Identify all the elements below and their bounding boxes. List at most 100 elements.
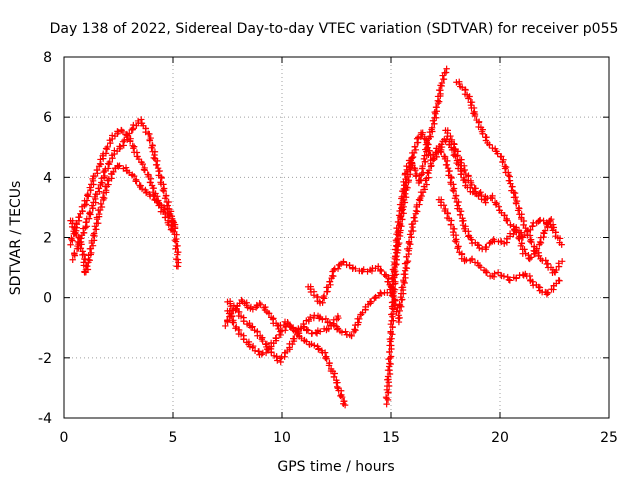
data-point <box>521 246 528 253</box>
data-point <box>405 238 413 245</box>
data-point <box>95 210 103 218</box>
data-point <box>400 203 407 211</box>
data-point <box>319 299 326 306</box>
data-point <box>459 217 466 225</box>
data-point <box>526 255 533 263</box>
data-point <box>324 288 331 295</box>
data-point <box>513 200 520 207</box>
data-point <box>389 310 397 318</box>
data-point <box>403 259 411 266</box>
data-point <box>431 120 438 128</box>
data-series <box>387 129 489 297</box>
data-point <box>396 239 403 247</box>
data-point <box>174 263 182 270</box>
data-point <box>276 355 284 362</box>
data-point <box>384 366 392 374</box>
data-point <box>311 342 318 349</box>
data-point <box>457 159 464 166</box>
data-point <box>391 253 399 260</box>
data-point <box>526 232 534 239</box>
data-point <box>422 141 430 148</box>
data-point <box>331 370 338 377</box>
y-tick-label: 0 <box>43 291 52 307</box>
data-point <box>158 174 165 182</box>
data-point <box>401 190 408 198</box>
data-series <box>442 127 565 263</box>
data-point <box>389 292 396 300</box>
data-point <box>457 208 465 215</box>
data-point <box>115 163 122 170</box>
data-point <box>133 178 140 185</box>
data-point <box>529 223 536 230</box>
data-point <box>104 143 111 151</box>
data-point <box>393 246 401 254</box>
data-point <box>75 214 82 221</box>
x-tick-label: 10 <box>273 430 291 446</box>
data-point <box>152 161 160 169</box>
data-point <box>355 319 362 326</box>
data-point <box>333 383 341 391</box>
data-point <box>422 136 430 143</box>
data-point <box>387 353 395 360</box>
data-point <box>558 258 566 265</box>
data-point <box>409 153 417 161</box>
data-point <box>282 327 289 334</box>
data-point <box>367 298 375 306</box>
data-point <box>494 150 501 157</box>
data-point <box>425 167 433 174</box>
data-point <box>71 249 78 257</box>
data-point <box>475 192 482 199</box>
data-point <box>88 202 96 209</box>
data-point <box>249 323 256 330</box>
x-tick-label: 5 <box>169 430 178 446</box>
data-point <box>348 332 355 340</box>
chart-title: Day 138 of 2022, Sidereal Day-to-day VTE… <box>50 21 619 37</box>
data-point <box>397 227 404 234</box>
data-point <box>150 192 157 199</box>
data-point <box>161 195 169 202</box>
data-series <box>67 162 179 276</box>
data-point <box>387 354 394 362</box>
y-tick-label: 2 <box>43 231 52 247</box>
data-point <box>404 257 412 265</box>
data-point <box>471 112 479 120</box>
data-point <box>378 267 385 275</box>
data-point <box>375 263 382 270</box>
x-tick-label: 0 <box>60 430 69 446</box>
data-point <box>116 162 123 169</box>
data-point <box>372 293 379 301</box>
data-point <box>396 301 403 308</box>
data-point <box>323 355 330 363</box>
data-point <box>535 252 543 259</box>
data-point <box>500 273 508 280</box>
data-point <box>392 261 400 269</box>
data-point <box>494 269 502 276</box>
data-point <box>377 290 385 298</box>
data-point <box>230 319 237 326</box>
data-point <box>247 324 255 331</box>
data-point <box>520 221 527 229</box>
data-point <box>99 194 107 201</box>
data-point <box>528 238 535 246</box>
data-point <box>352 265 359 273</box>
data-point <box>82 201 90 208</box>
tick-layer: 0 5 10 15 20 25 -4 -2 0 2 4 6 8 <box>38 50 618 446</box>
data-point <box>402 264 410 272</box>
data-point <box>412 146 420 154</box>
data-point <box>455 198 462 206</box>
data-point <box>160 181 167 188</box>
data-point <box>75 234 83 241</box>
data-point <box>428 124 436 131</box>
data-point <box>419 162 426 170</box>
data-point <box>259 337 266 345</box>
data-point <box>387 289 395 297</box>
data-point <box>105 181 112 188</box>
data-point <box>67 241 74 248</box>
data-point <box>334 312 342 320</box>
data-point <box>558 241 565 248</box>
data-point <box>438 148 445 156</box>
data-point <box>435 98 443 105</box>
data-point <box>174 256 181 263</box>
data-point <box>268 348 275 356</box>
